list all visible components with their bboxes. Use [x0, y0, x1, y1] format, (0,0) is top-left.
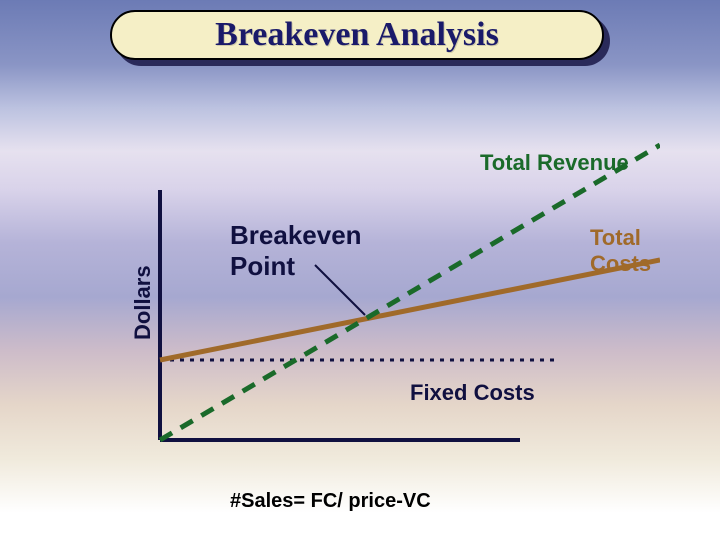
- chart-svg: [100, 130, 660, 460]
- title-box: Breakeven Analysis: [110, 10, 604, 60]
- y-axis-label: Dollars: [130, 265, 156, 340]
- total-costs-label: TotalCosts: [590, 225, 651, 277]
- breakeven-point-label: BreakevenPoint: [230, 220, 362, 282]
- title-container: Breakeven Analysis: [110, 10, 610, 65]
- total-revenue-label: Total Revenue: [480, 150, 629, 176]
- slide: Breakeven Analysis Dollars Total Revenue…: [0, 0, 720, 540]
- slide-title: Breakeven Analysis: [215, 16, 499, 54]
- formula-text: #Sales= FC/ price-VC: [230, 490, 431, 513]
- fixed-costs-label: Fixed Costs: [410, 380, 535, 406]
- breakeven-chart: Dollars Total Revenue BreakevenPoint Tot…: [100, 130, 660, 460]
